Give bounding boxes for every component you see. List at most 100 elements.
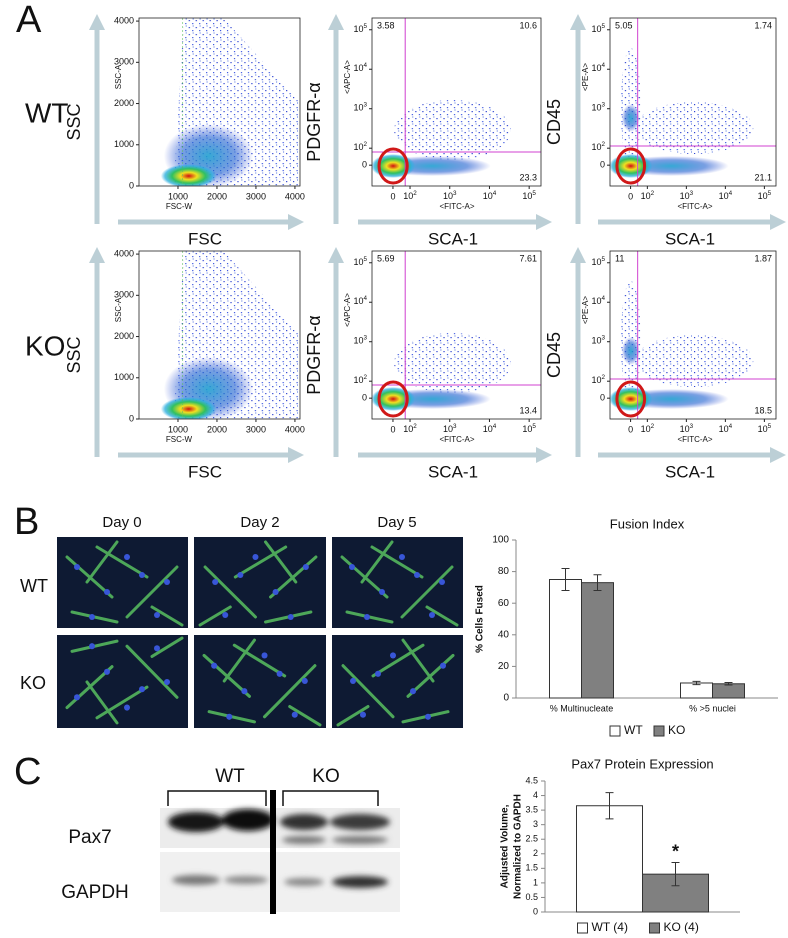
- x-tick-label-sup: 4: [493, 423, 497, 430]
- error-bar: [692, 680, 701, 686]
- y-tick-label-base: 10: [353, 24, 363, 34]
- x-tick-label: 0: [390, 191, 395, 201]
- x-tick-label-sup: 5: [768, 423, 772, 430]
- legend-swatch: [649, 922, 660, 934]
- y-axis-title: Adjusted Volume,: [500, 804, 511, 888]
- y-tick-label-sup: 2: [601, 141, 605, 148]
- row-label: WT: [25, 97, 69, 128]
- y-axis-title: CD45: [544, 332, 564, 378]
- quadrant-value: 5.69: [377, 253, 395, 263]
- y-axis-label: <PE-A>: [581, 63, 590, 91]
- x-tick-label: 102: [403, 423, 417, 435]
- plot-frame: [371, 250, 542, 420]
- x-axis-title: SCA-1: [428, 462, 478, 481]
- y-tick-label: 102: [353, 374, 367, 386]
- legend-label: WT (4): [592, 920, 628, 934]
- x-axis-title: SCA-1: [665, 229, 715, 248]
- x-tick-label: % >5 nuclei: [689, 703, 736, 713]
- annotation: *: [672, 841, 679, 861]
- y-tick-label: 4000: [114, 15, 134, 25]
- error-bar: [593, 574, 602, 592]
- y-axis-title: PDGFR-α: [304, 82, 324, 161]
- x-tick-label-base: 10: [403, 424, 413, 434]
- x-tick-label: % Multinucleate: [550, 703, 614, 713]
- panel-label: B: [14, 501, 39, 543]
- y-tick-label: 3.5: [525, 804, 538, 814]
- y-tick-label: 1.5: [525, 863, 538, 873]
- y-tick-label: 0: [503, 693, 509, 704]
- y-axis-label: <APC-A>: [343, 60, 352, 94]
- y-tick-label: 105: [591, 255, 605, 267]
- y-tick-label: 104: [353, 295, 367, 307]
- panel-label: A: [16, 0, 42, 41]
- band-label: Pax7: [68, 827, 111, 848]
- x-tick-label: 104: [719, 423, 733, 435]
- y-tick-label: 0: [600, 393, 605, 403]
- y-tick-label-sup: 3: [363, 101, 367, 108]
- y-tick-label-base: 10: [353, 336, 363, 346]
- x-tick-label: 4000: [285, 191, 305, 201]
- axis-arrows: [89, 14, 786, 463]
- x-tick-label: 103: [680, 423, 694, 435]
- x-axis-label: <FITC-A>: [439, 202, 474, 211]
- y-tick-label: 102: [353, 141, 367, 153]
- x-axis-label: <FITC-A>: [677, 202, 712, 211]
- y-axis-title: Normalized to GAPDH: [513, 794, 524, 899]
- y-tick-label: 2000: [114, 98, 134, 108]
- x-tick-label-base: 10: [758, 424, 768, 434]
- micrographs: [57, 537, 463, 728]
- y-tick-label: 102: [591, 374, 605, 386]
- y-tick-label: 102: [591, 141, 605, 153]
- x-tick-label-sup: 2: [413, 190, 417, 197]
- group-label: KO: [312, 766, 339, 787]
- y-tick-label: 0: [362, 393, 367, 403]
- x-tick-label: 0: [390, 424, 395, 434]
- y-tick-label-base: 10: [591, 257, 601, 267]
- legend-label: KO: [668, 723, 685, 737]
- x-tick-label-sup: 4: [493, 190, 497, 197]
- y-tick-label-sup: 5: [601, 22, 605, 29]
- error-bar: [671, 862, 680, 887]
- panel-label: C: [14, 751, 41, 793]
- y-tick-label: 103: [353, 334, 367, 346]
- x-tick-label-base: 10: [443, 424, 453, 434]
- y-axis-title: PDGFR-α: [304, 315, 324, 394]
- quadrant-value: 3.58: [377, 20, 395, 30]
- x-tick-label-base: 10: [483, 191, 493, 201]
- y-tick-label: 103: [591, 334, 605, 346]
- y-tick-label: 104: [591, 295, 605, 307]
- group-label: WT: [215, 766, 245, 787]
- legend-swatch: [653, 725, 665, 737]
- x-axis-label: FSC-W: [166, 202, 193, 211]
- x-tick-label-base: 10: [758, 191, 768, 201]
- y-tick-label-sup: 5: [363, 22, 367, 29]
- x-tick-label-base: 10: [719, 191, 729, 201]
- quadrant-value: 21.1: [754, 172, 772, 182]
- x-tick-label: 2000: [207, 424, 227, 434]
- y-tick-label-sup: 3: [601, 334, 605, 341]
- plot-frame: [371, 17, 542, 187]
- x-tick-label-base: 10: [641, 191, 651, 201]
- plot-frame: [609, 250, 777, 420]
- y-tick-label-base: 10: [353, 103, 363, 113]
- y-tick-label: 0: [600, 160, 605, 170]
- day-label: Day 5: [377, 514, 416, 531]
- bar: [712, 683, 745, 699]
- x-tick-label: 103: [680, 190, 694, 202]
- row-label: KO: [20, 673, 46, 693]
- error-bar: [561, 567, 570, 592]
- y-tick-label-base: 10: [591, 376, 601, 386]
- quadrant-value: 1.74: [754, 20, 772, 30]
- x-tick-label: 105: [522, 190, 536, 202]
- x-axis-title: FSC: [188, 229, 222, 248]
- x-tick-label: 103: [443, 190, 457, 202]
- legend-swatch: [609, 725, 621, 737]
- y-axis-title: % Cells Fused: [475, 585, 486, 653]
- y-tick-label: 105: [353, 255, 367, 267]
- x-axis-title: SCA-1: [428, 229, 478, 248]
- y-tick-label-base: 10: [353, 297, 363, 307]
- x-tick-label: 105: [758, 423, 772, 435]
- y-tick-label-base: 10: [591, 24, 601, 34]
- y-tick-label-sup: 4: [601, 62, 605, 69]
